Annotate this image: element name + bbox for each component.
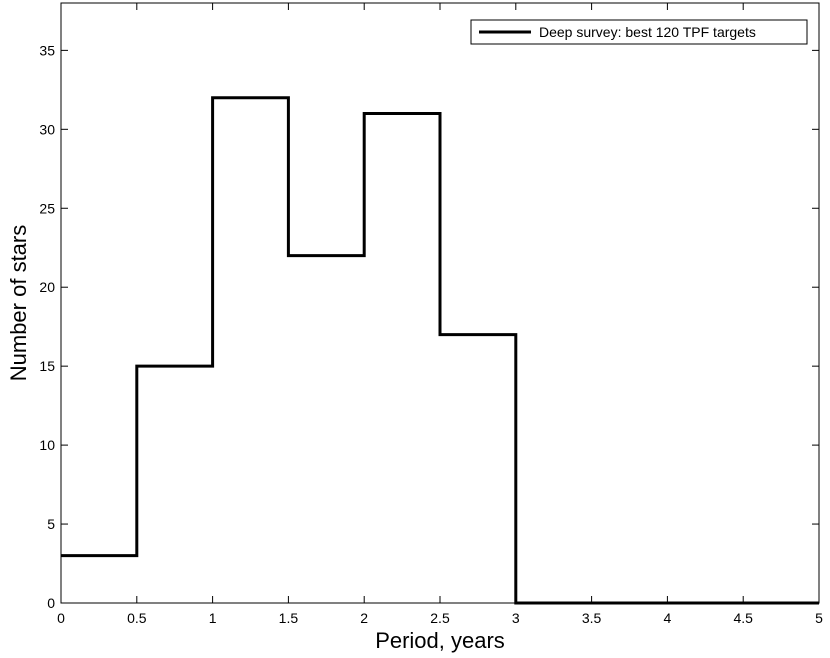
x-tick-label: 0	[57, 610, 65, 626]
y-tick-label: 10	[39, 437, 55, 453]
legend-label: Deep survey: best 120 TPF targets	[539, 24, 756, 40]
y-tick-label: 20	[39, 279, 55, 295]
y-tick-label: 25	[39, 200, 55, 216]
x-tick-label: 1	[209, 610, 217, 626]
x-axis-title: Period, years	[375, 628, 505, 653]
y-tick-label: 0	[47, 595, 55, 611]
x-tick-label: 4.5	[733, 610, 753, 626]
x-tick-label: 3	[512, 610, 520, 626]
histogram-steps	[61, 96, 819, 605]
x-tick-label: 5	[815, 610, 823, 626]
y-tick-label: 30	[39, 121, 55, 137]
x-tick-label: 2.5	[430, 610, 450, 626]
x-tick-label: 2	[360, 610, 368, 626]
y-tick-label: 35	[39, 42, 55, 58]
x-tick-label: 4	[664, 610, 672, 626]
x-tick-label: 3.5	[582, 610, 602, 626]
y-tick-label: 15	[39, 358, 55, 374]
legend: Deep survey: best 120 TPF targets	[470, 19, 808, 45]
x-tick-label: 0.5	[127, 610, 147, 626]
histogram-series-line	[61, 96, 819, 605]
x-tick-label: 1.5	[279, 610, 299, 626]
y-axis-title: Number of stars	[6, 225, 31, 382]
y-tick-label: 5	[47, 516, 55, 532]
x-tick-labels: 0 0.5 1 1.5 2 2.5 3 3.5 4 4.5 5	[57, 610, 823, 626]
y-tick-labels: 0 5 10 15 20 25 30 35	[39, 42, 55, 611]
